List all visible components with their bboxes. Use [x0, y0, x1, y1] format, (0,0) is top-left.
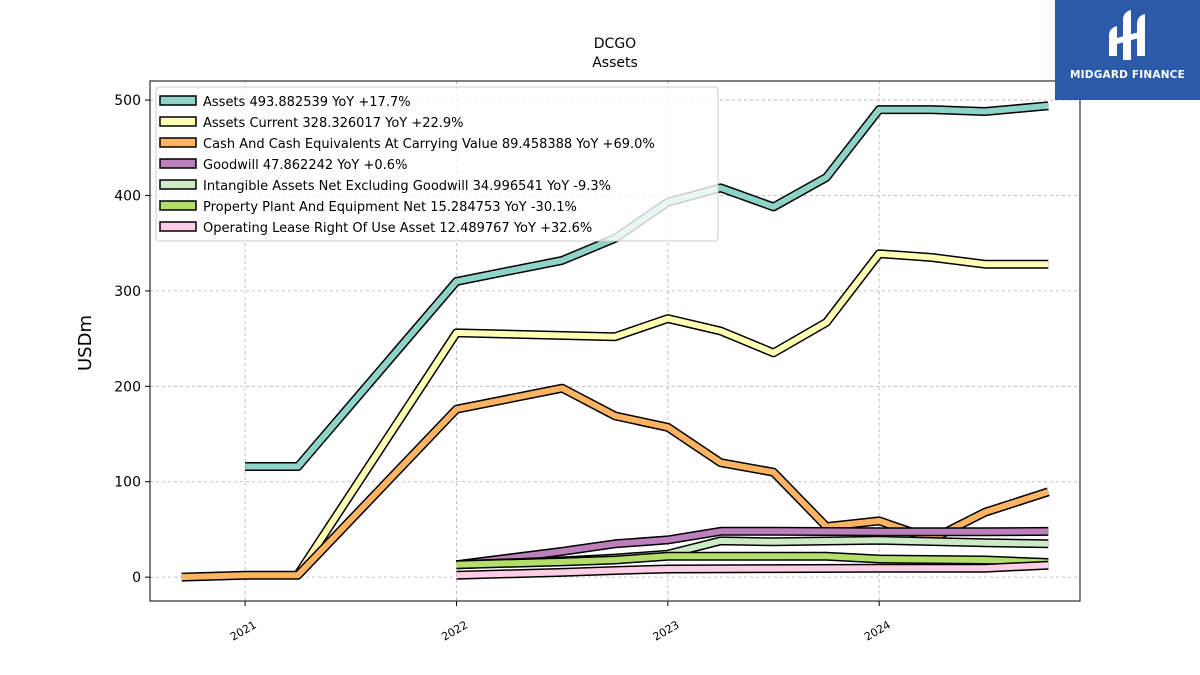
- y-tick-label: 100: [114, 475, 141, 491]
- legend-swatch-2: [159, 137, 197, 148]
- x-tick-label: 2023: [651, 618, 682, 643]
- legend-label-5: Property Plant And Equipment Net 15.2847…: [203, 200, 577, 215]
- legend-swatch-1: [159, 116, 197, 127]
- series-line-3: [456, 528, 1049, 568]
- midgard-finance-logo: MIDGARD FINANCE: [1055, 0, 1200, 100]
- y-tick-label: 200: [114, 379, 141, 395]
- series-outline-1: [294, 249, 1049, 577]
- legend-box: [155, 86, 719, 242]
- y-tick-label: 0: [132, 570, 141, 586]
- legend-swatch-6: [159, 221, 197, 232]
- chart-title: DCGO: [594, 36, 636, 52]
- legend-swatch-0: [159, 95, 197, 106]
- legend-label-6: Operating Lease Right Of Use Asset 12.48…: [203, 221, 592, 236]
- series-line-5: [456, 553, 1049, 568]
- legend-label-3: Goodwill 47.862242 YoY +0.6%: [203, 158, 407, 173]
- series-line-1: [295, 250, 1049, 576]
- legend-swatch-5: [159, 200, 197, 211]
- plot-frame: [149, 80, 1081, 602]
- legend-swatch-3: [159, 158, 197, 169]
- y-tick-label: 300: [114, 284, 141, 300]
- x-tick-label: 2022: [439, 618, 470, 643]
- logo-mark-icon: [1109, 10, 1145, 60]
- legend-label-4: Intangible Assets Net Excluding Goodwill…: [203, 179, 611, 194]
- y-tick-label: 400: [114, 188, 141, 204]
- legend-label-0: Assets 493.882539 YoY +17.7%: [203, 95, 411, 110]
- legend-label-2: Cash And Cash Equivalents At Carrying Va…: [203, 137, 655, 152]
- legend-swatch-4: [159, 179, 197, 190]
- x-tick-label: 2024: [862, 618, 893, 643]
- legend-label-1: Assets Current 328.326017 YoY +22.9%: [203, 116, 464, 131]
- logo-text: MIDGARD FINANCE: [1070, 69, 1185, 81]
- series-line-0: [245, 102, 1049, 470]
- series-line-6: [456, 562, 1049, 579]
- x-tick-label: 2021: [228, 618, 259, 643]
- y-axis-label: USDm: [75, 315, 96, 371]
- chart-subtitle: Assets: [592, 55, 638, 71]
- y-tick-label: 500: [114, 93, 141, 109]
